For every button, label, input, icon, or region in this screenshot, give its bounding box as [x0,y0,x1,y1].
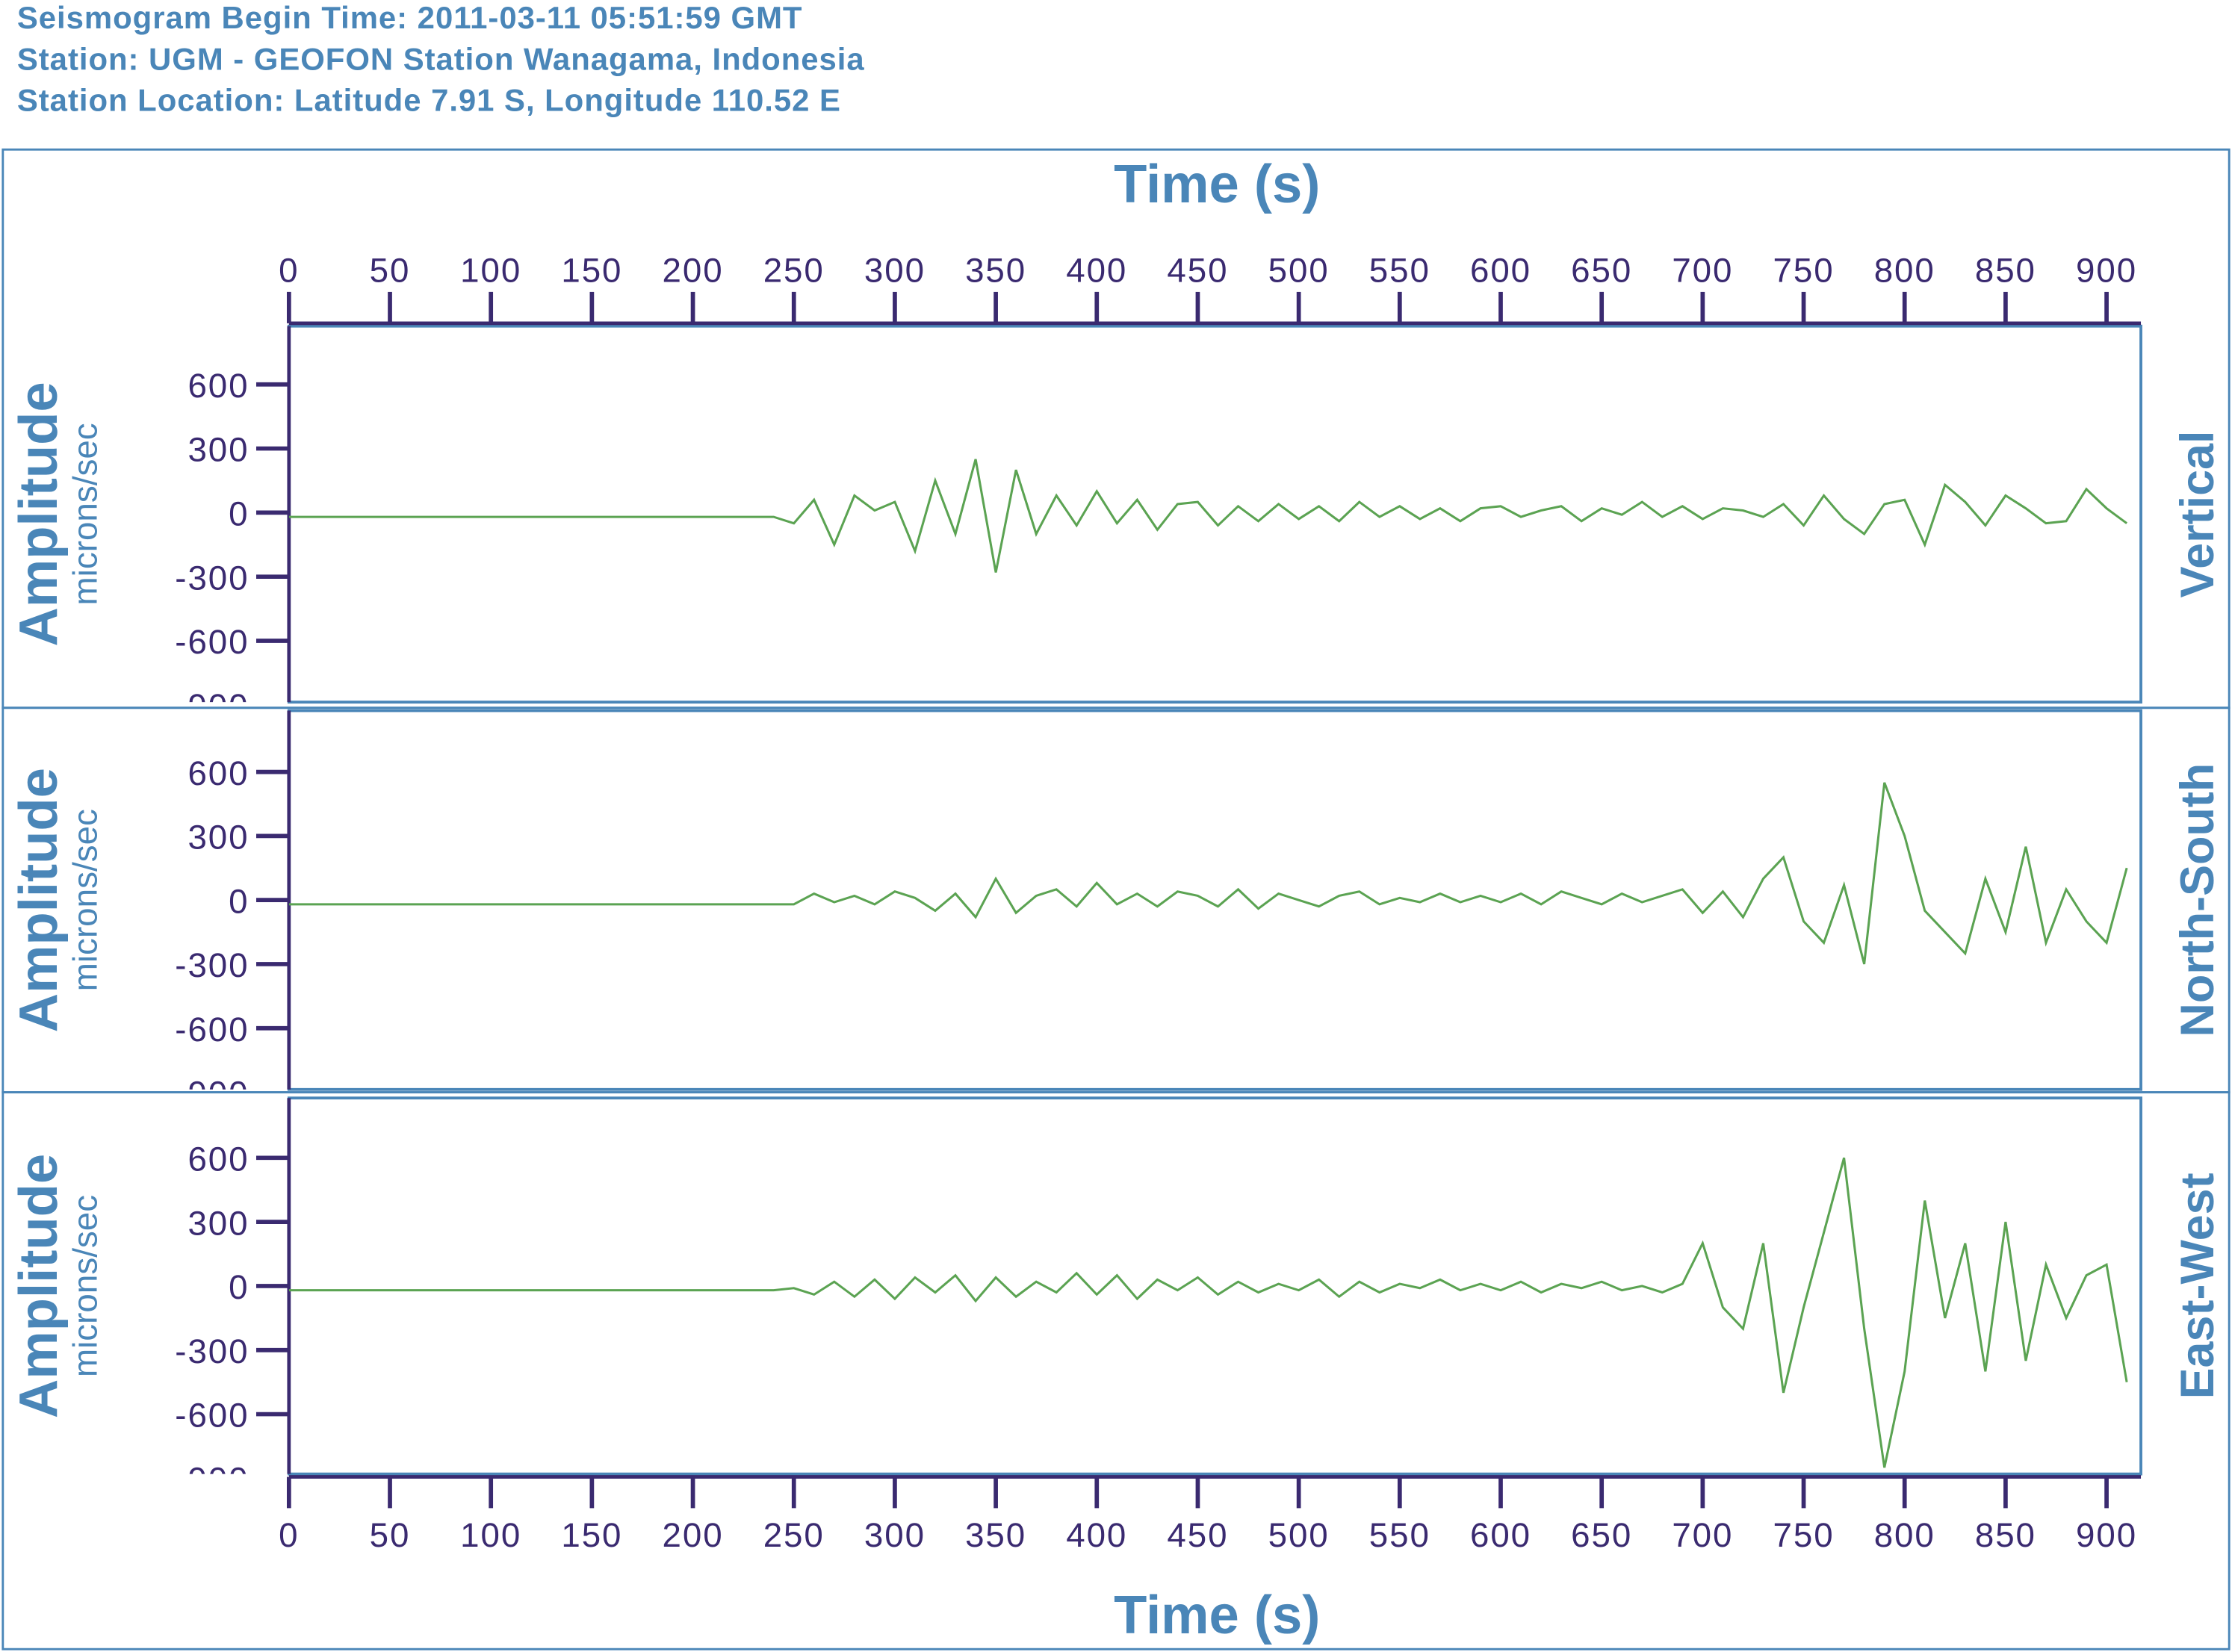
y-tick-label: -900 [175,1075,249,1113]
x-tick-label: 650 [1571,252,1632,290]
y-tick-label: 300 [187,1204,249,1242]
x-tick-label: 600 [1470,252,1531,290]
header-line: Station Location: Latitude 7.91 S, Longi… [17,83,841,118]
y-axis-label: Amplitude [8,382,69,646]
y-tick-label: 0 [229,495,249,533]
channel-label: North-South [2171,763,2224,1037]
x-tick-label: 500 [1268,252,1330,290]
channel-label: Vertical [2171,430,2224,597]
y-tick-label: -600 [175,1397,249,1435]
panel-frame [1,707,2231,1094]
y-axis-unit: microns/sec [66,423,105,605]
y-tick-label: -600 [175,623,249,661]
header-line: Seismogram Begin Time: 2011-03-11 05:51:… [17,0,803,35]
y-tick-label: -600 [175,1010,249,1049]
x-tick-label: 800 [1874,1516,1935,1554]
y-tick-label: 600 [187,367,249,405]
trace [288,459,2128,573]
x-tick-label: 900 [2076,252,2137,290]
x-tick-label: 50 [370,1516,411,1554]
x-tick-label: 100 [460,1516,521,1554]
y-axis-unit: microns/sec [66,1195,105,1377]
x-tick-label: 550 [1369,252,1430,290]
x-tick-label: 850 [1975,252,2036,290]
x-tick-label: 750 [1773,252,1835,290]
x-tick-label: 100 [460,252,521,290]
x-tick-label: 400 [1066,252,1127,290]
panel-frame [1,148,2231,709]
x-tick-label: 850 [1975,1516,2036,1554]
x-tick-label: 600 [1470,1516,1531,1554]
plot-frame [287,324,2142,704]
x-tick-label: 650 [1571,1516,1632,1554]
x-tick-label: 900 [2076,1516,2137,1554]
x-tick-label: 350 [965,1516,1026,1554]
x-tick-label: 550 [1369,1516,1430,1554]
y-axis-label: Amplitude [8,1154,69,1418]
x-tick-label: 700 [1672,1516,1733,1554]
y-tick-label: -900 [175,687,249,725]
x-tick-label: 200 [663,1516,724,1554]
y-tick-label: 0 [229,1268,249,1306]
x-tick-label: 0 [279,1516,299,1554]
x-tick-label: 250 [763,252,825,290]
plot-frame [287,1096,2142,1476]
x-tick-label: 300 [864,1516,926,1554]
header-line: Station: UGM - GEOFON Station Wanagama, … [17,41,865,76]
y-tick-label: -300 [175,559,249,597]
y-tick-label: -300 [175,1332,249,1370]
trace [288,1157,2128,1468]
y-tick-label: 600 [187,754,249,792]
x-tick-label: 300 [864,252,926,290]
panel-frame [1,1091,2231,1651]
x-tick-label: 400 [1066,1516,1127,1554]
x-tick-label: 750 [1773,1516,1835,1554]
trace [288,782,2128,965]
x-tick-label: 800 [1874,252,1935,290]
y-tick-label: 300 [187,819,249,857]
x-tick-label: 200 [663,252,724,290]
y-tick-label: 300 [187,431,249,469]
y-tick-label: 600 [187,1140,249,1178]
x-tick-label: 450 [1167,1516,1228,1554]
y-axis-label: Amplitude [8,768,69,1032]
x-tick-label: 500 [1268,1516,1330,1554]
x-tick-label: 250 [763,1516,825,1554]
x-tick-label: 50 [370,252,411,290]
channel-label: East-West [2171,1173,2224,1399]
y-tick-label: -900 [175,1461,249,1499]
y-tick-label: 0 [229,882,249,920]
x-axis-label: Time (s) [1114,1585,1320,1645]
x-tick-label: 150 [561,252,622,290]
x-tick-label: 150 [561,1516,622,1554]
y-tick-label: -300 [175,946,249,984]
x-tick-label: 700 [1672,252,1733,290]
plot-frame [287,709,2142,1091]
x-tick-label: 450 [1167,252,1228,290]
x-tick-label: 350 [965,252,1026,290]
x-axis-label: Time (s) [1114,154,1320,214]
x-tick-label: 0 [279,252,299,290]
y-axis-unit: microns/sec [66,809,105,991]
